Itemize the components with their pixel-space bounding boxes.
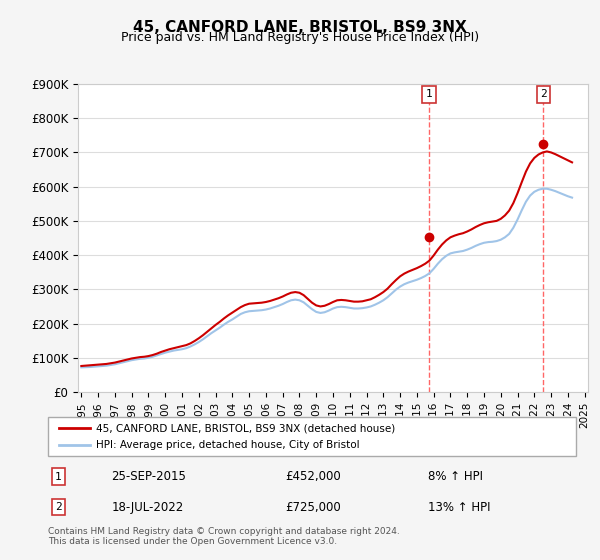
Text: HPI: Average price, detached house, City of Bristol: HPI: Average price, detached house, City… — [95, 440, 359, 450]
Text: £452,000: £452,000 — [286, 470, 341, 483]
Text: Contains HM Land Registry data © Crown copyright and database right 2024.
This d: Contains HM Land Registry data © Crown c… — [48, 526, 400, 546]
Text: 25-SEP-2015: 25-SEP-2015 — [112, 470, 186, 483]
Text: 45, CANFORD LANE, BRISTOL, BS9 3NX (detached house): 45, CANFORD LANE, BRISTOL, BS9 3NX (deta… — [95, 423, 395, 433]
Text: Price paid vs. HM Land Registry's House Price Index (HPI): Price paid vs. HM Land Registry's House … — [121, 31, 479, 44]
Text: £725,000: £725,000 — [286, 501, 341, 514]
Text: 2: 2 — [540, 89, 547, 99]
Text: 1: 1 — [55, 472, 62, 482]
Text: 13% ↑ HPI: 13% ↑ HPI — [428, 501, 491, 514]
Text: 2: 2 — [55, 502, 62, 512]
Text: 8% ↑ HPI: 8% ↑ HPI — [428, 470, 483, 483]
Text: 1: 1 — [426, 89, 433, 99]
Text: 45, CANFORD LANE, BRISTOL, BS9 3NX: 45, CANFORD LANE, BRISTOL, BS9 3NX — [133, 20, 467, 35]
Text: 18-JUL-2022: 18-JUL-2022 — [112, 501, 184, 514]
FancyBboxPatch shape — [48, 417, 576, 456]
